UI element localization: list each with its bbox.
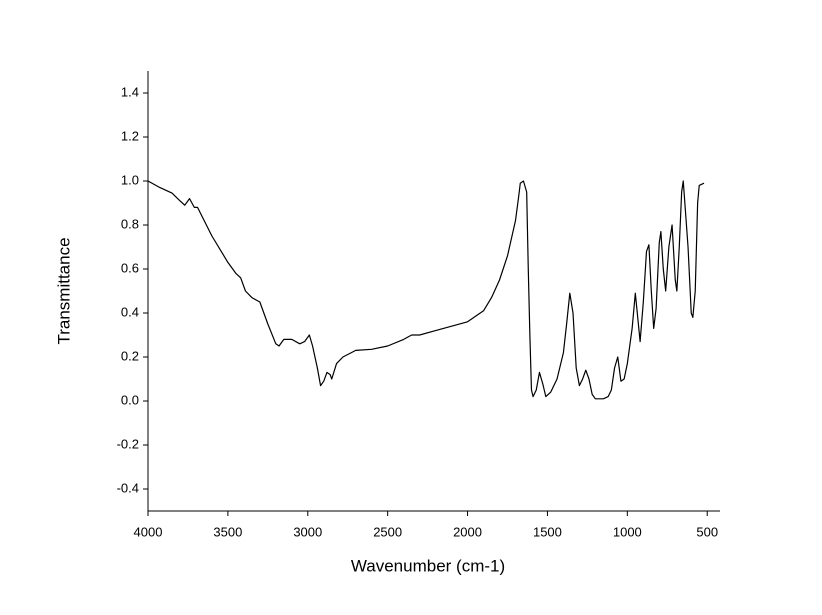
x-tick-label: 500 — [696, 524, 718, 539]
y-tick-label: 0.8 — [121, 216, 139, 231]
x-tick-label: 3500 — [213, 524, 242, 539]
spectrum-line — [147, 180, 705, 400]
y-tick-label: 1.0 — [121, 172, 139, 187]
y-axis-label: Transmittance — [54, 237, 73, 344]
x-tick-label: 1000 — [613, 524, 642, 539]
x-tick-label: 2000 — [453, 524, 482, 539]
y-tick-label: -0.4 — [117, 480, 139, 495]
x-tick-label: 3000 — [293, 524, 322, 539]
x-tick-label: 2500 — [373, 524, 402, 539]
x-tick-label: 1500 — [533, 524, 562, 539]
y-tick-label: -0.2 — [117, 436, 139, 451]
y-tick-label: 0.4 — [121, 304, 139, 319]
x-axis-label: Wavenumber (cm-1) — [351, 556, 505, 575]
y-tick-label: 0.6 — [121, 260, 139, 275]
x-tick-label: 4000 — [134, 524, 163, 539]
y-tick-label: 1.2 — [121, 128, 139, 143]
y-tick-label: 0.2 — [121, 348, 139, 363]
y-tick-label: 1.4 — [121, 84, 139, 99]
y-tick-label: 0.0 — [121, 392, 139, 407]
